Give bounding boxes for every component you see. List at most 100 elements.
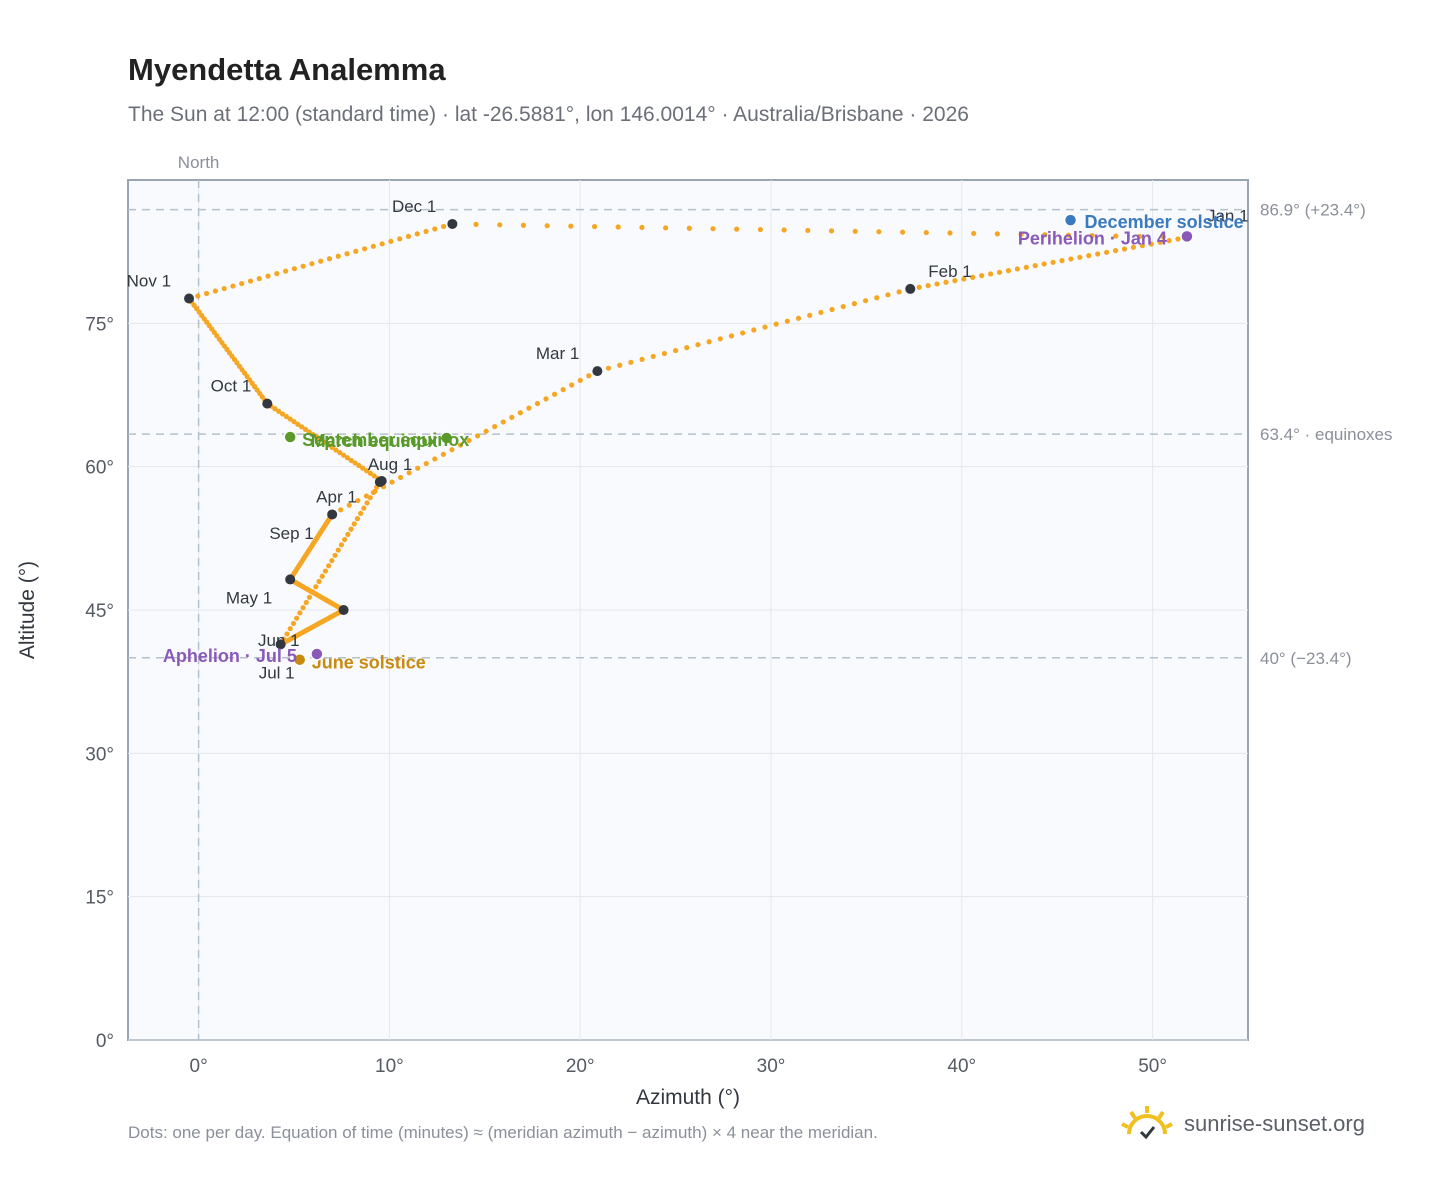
daily-sun-dot [520, 222, 527, 228]
x-axis-label: Azimuth (°) [636, 1086, 740, 1109]
daily-sun-dot [388, 238, 394, 244]
event-marker [439, 431, 454, 445]
reference-lines: 86.9° (+23.4°) 63.4° · equinoxes 40° (−23.… [128, 153, 1393, 1040]
chart-note: Dots: one per day. Equation of time (min… [128, 1123, 878, 1142]
daily-sun-dot [706, 339, 712, 345]
daily-sun-dot [306, 594, 313, 600]
daily-sun-dot [221, 285, 227, 292]
y-tick-label: 45° [85, 601, 114, 622]
daily-sun-dot [852, 228, 858, 234]
daily-sun-dot [325, 442, 331, 448]
daily-sun-dot [639, 224, 645, 231]
daily-sun-dot [329, 557, 335, 564]
daily-sun-dot [1065, 232, 1072, 238]
brand-name: sunrise-sunset.org [1184, 1111, 1365, 1136]
event-marker [310, 647, 324, 661]
daily-sun-dot [762, 324, 768, 330]
daily-sun-dot [337, 450, 343, 456]
daily-sun-dot [543, 396, 549, 402]
daily-sun-dot [284, 631, 290, 637]
daily-sun-dot [568, 223, 574, 229]
daily-sun-dot [1068, 256, 1074, 262]
daily-sun-dot [605, 365, 612, 371]
daily-sun-dot [345, 531, 351, 537]
daily-sun-dot [500, 419, 506, 425]
event-label: December solstice [1085, 212, 1244, 232]
daily-sun-dot [309, 261, 315, 267]
daily-sun-dot [318, 437, 324, 443]
daily-sun-dot [1160, 234, 1166, 240]
daily-sun-dot [338, 507, 344, 513]
daily-sun-dot [672, 347, 679, 354]
daily-sun-dot [342, 536, 348, 543]
daily-sun-dot [526, 405, 532, 411]
daily-sun-dot [639, 356, 645, 362]
daily-sun-dot [829, 306, 835, 313]
month-marker [262, 398, 273, 409]
x-tick-label: 40° [947, 1056, 976, 1077]
daily-sun-dot [970, 274, 976, 280]
daily-sun-dot [686, 225, 692, 231]
daily-sun-dot [230, 283, 236, 289]
brand-logo[interactable]: sunrise-sunset.org [1120, 1102, 1365, 1146]
y-tick-label: 30° [85, 744, 114, 765]
month-label: Aug 1 [368, 455, 412, 474]
daily-sun-dot [276, 408, 282, 414]
daily-sun-dot [291, 419, 297, 425]
daily-sun-dot [299, 424, 305, 430]
daily-sun-dot [1032, 263, 1038, 269]
daily-sun-dot [1136, 233, 1143, 240]
month-marker [905, 283, 916, 294]
month-label: Apr 1 [316, 487, 357, 506]
daily-sun-dot [333, 447, 339, 453]
x-tick-label: 30° [757, 1056, 786, 1077]
event-marker [283, 430, 297, 444]
daily-sun-dot [356, 462, 362, 469]
daily-sun-dot [874, 295, 880, 301]
daily-sun-dot [415, 465, 421, 471]
x-tick-label: 20° [566, 1056, 595, 1077]
daily-sun-dot [784, 318, 790, 324]
x-tick-label: 10° [375, 1056, 404, 1077]
daily-sun-dot [310, 431, 316, 438]
daily-sun-dot [586, 373, 592, 379]
daily-sun-dot [934, 281, 940, 287]
daily-sun-dot [367, 495, 373, 501]
daily-sun-dot [517, 410, 523, 416]
daily-sun-dot [353, 248, 359, 254]
daily-sun-dot [335, 253, 341, 259]
month-label: Oct 1 [211, 377, 252, 396]
daily-sun-dot [195, 293, 201, 299]
daily-sun-dot [300, 263, 306, 269]
month-marker [327, 509, 338, 520]
daily-sun-dot [717, 336, 723, 342]
daily-sun-dot [1166, 238, 1172, 244]
y-tick-label: 15° [85, 888, 114, 909]
daily-sun-dot [302, 426, 309, 432]
daily-sun-dot [1014, 266, 1020, 272]
daily-sun-dot [457, 442, 464, 448]
daily-sun-dot [397, 474, 404, 481]
daily-sun-dot [352, 460, 358, 466]
daily-sun-dot [256, 276, 262, 282]
daily-sun-dot [1113, 233, 1119, 239]
reference-line-label: 86.9° (+23.4°) [1260, 201, 1366, 220]
daily-sun-dot [406, 470, 412, 476]
daily-sun-dot [283, 413, 289, 420]
daily-sun-dot [313, 584, 319, 590]
daily-sun-dot [316, 578, 322, 585]
event-label: September equinox [302, 430, 469, 450]
daily-sun-dot [952, 278, 958, 284]
daily-sun-dot [363, 468, 370, 474]
daily-sun-dot [370, 489, 377, 496]
daily-sun-dot [300, 605, 306, 611]
y-tick-label: 0° [96, 1031, 114, 1052]
daily-sun-dot [335, 547, 341, 553]
daily-sun-dot [710, 226, 716, 232]
x-tick-label: 0° [190, 1056, 208, 1077]
daily-sun-dot [1059, 258, 1065, 264]
event-marker [1180, 229, 1194, 244]
daily-sun-dot [684, 345, 690, 351]
daily-sun-dot [440, 223, 447, 230]
